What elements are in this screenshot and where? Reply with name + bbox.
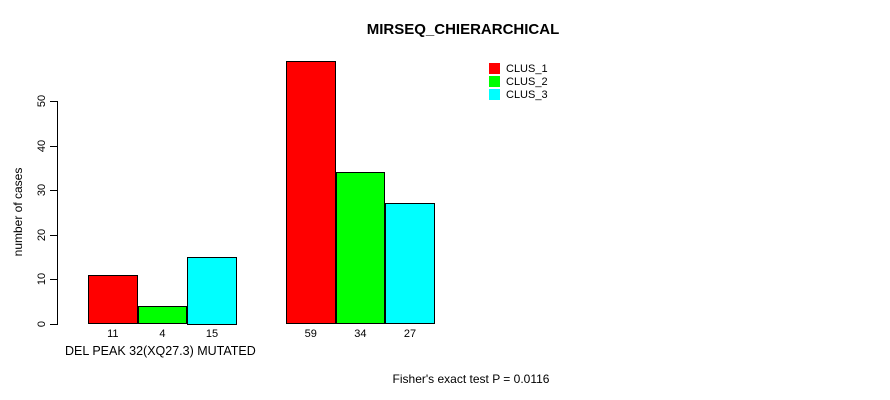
bar-value-label: 27: [403, 327, 417, 340]
y-axis-tick-label: 10: [36, 272, 48, 286]
y-axis-tick-label: 40: [36, 139, 48, 152]
legend-label: CLUS_1: [506, 62, 548, 75]
legend-item: CLUS_2: [489, 75, 548, 88]
bar-value-label: 4: [159, 327, 166, 340]
stats-annotation: Fisher's exact test P = 0.0116: [392, 372, 550, 386]
y-axis-tick: [50, 234, 57, 236]
bar-value-label: 15: [205, 327, 219, 340]
y-axis-tick: [50, 323, 57, 325]
y-axis-tick: [50, 279, 57, 280]
y-axis-tick: [50, 101, 57, 102]
x-axis-label: DEL PEAK 32(XQ27.3) MUTATED: [65, 344, 256, 358]
legend-swatch-red-icon: [489, 63, 500, 74]
bar: [137, 305, 188, 325]
y-axis-tick: [50, 190, 57, 191]
y-axis-label: number of cases: [11, 167, 25, 257]
bar: [335, 172, 386, 325]
bar: [187, 256, 237, 325]
bar: [88, 274, 138, 325]
legend-label: CLUS_3: [506, 88, 548, 101]
legend-item: CLUS_1: [489, 62, 548, 75]
y-axis-tick-label: 20: [36, 228, 48, 241]
legend: CLUS_1 CLUS_2 CLUS_3: [489, 62, 548, 101]
bar: [286, 60, 336, 325]
bar: [385, 203, 435, 325]
y-axis-tick-label: 30: [36, 183, 48, 197]
y-axis-tick-label: 0: [36, 320, 48, 327]
legend-swatch-cyan-icon: [489, 89, 500, 100]
y-axis-line: [57, 101, 58, 325]
y-axis-tick-label: 50: [36, 94, 48, 108]
bar-value-label: 34: [354, 327, 367, 340]
legend-swatch-green-icon: [489, 76, 500, 87]
legend-item: CLUS_3: [489, 88, 548, 101]
bar-value-label: 59: [304, 327, 317, 340]
y-axis-tick: [50, 145, 57, 147]
bar-value-label: 11: [107, 327, 119, 340]
chart-title: MIRSEQ_CHIERARCHICAL: [366, 21, 560, 38]
legend-label: CLUS_2: [506, 75, 548, 88]
